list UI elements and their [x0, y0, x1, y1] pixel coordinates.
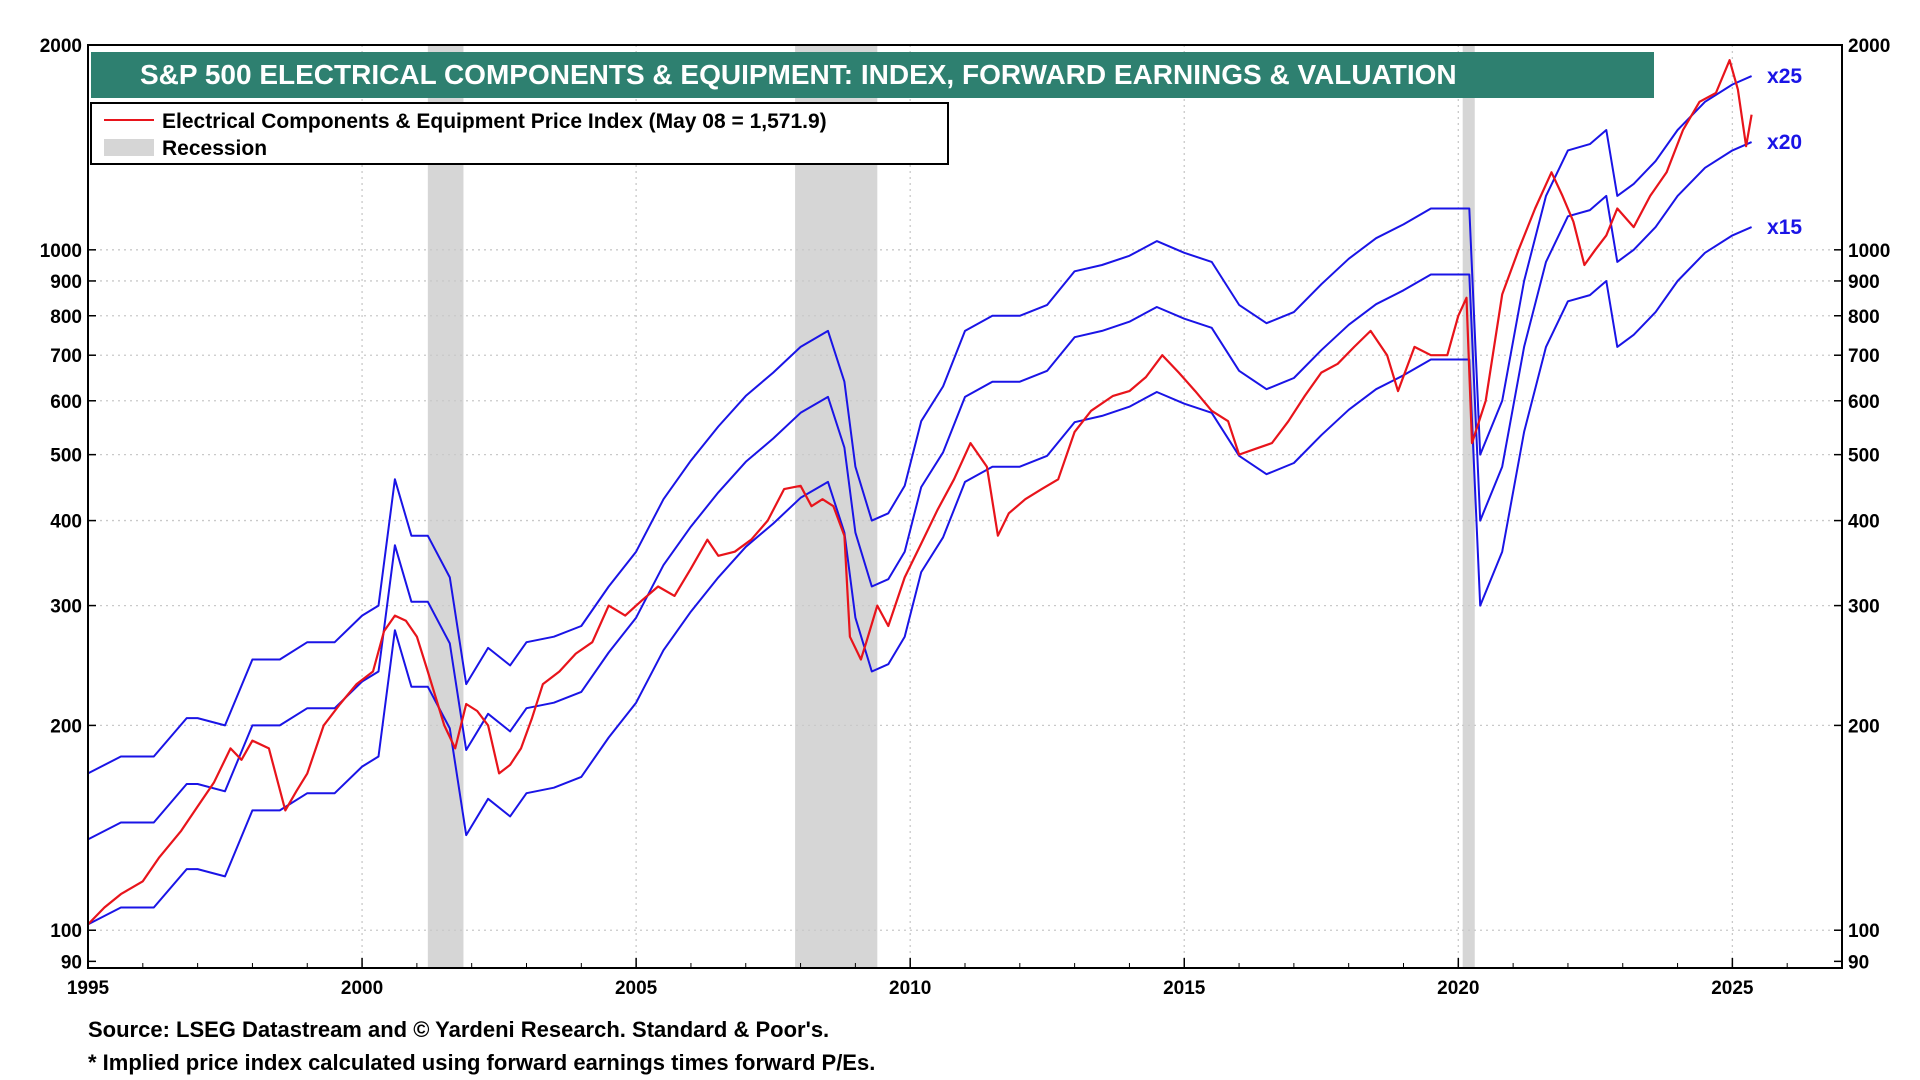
y-tick-label-right: 1000 [1848, 241, 1890, 262]
recession-band [427, 45, 464, 968]
annotation-x15: x15 [1767, 216, 1802, 239]
gridlines [87, 44, 1842, 968]
y-tick-label-right: 800 [1848, 307, 1880, 328]
x-tick-label: 2020 [1437, 978, 1479, 999]
y-tick-label-right: 400 [1848, 512, 1880, 533]
recession-shading [427, 45, 1475, 968]
y-tick-label-left: 500 [50, 446, 82, 467]
annotation-x20: x20 [1767, 131, 1802, 154]
y-tick-label-right: 500 [1848, 446, 1880, 467]
x-tick-label: 2010 [889, 978, 931, 999]
x-tick-label: 2000 [341, 978, 383, 999]
y-tick-label-right: 2000 [1848, 36, 1890, 57]
y-tick-label-left: 800 [50, 307, 82, 328]
chart-title: S&P 500 ELECTRICAL COMPONENTS & EQUIPMEN… [140, 59, 1457, 90]
y-tick-label-right: 600 [1848, 392, 1880, 413]
series-line-x15 [87, 226, 1752, 926]
legend-swatch-recession [104, 139, 154, 156]
x-tick-label: 2025 [1711, 978, 1754, 999]
title-band [91, 52, 1654, 98]
y-tick-label-left: 400 [50, 512, 82, 533]
source-note: Source: LSEG Datastream and © Yardeni Re… [88, 1017, 830, 1042]
y-tick-label-left: 200 [50, 716, 82, 737]
y-tick-label-left: 900 [50, 272, 82, 293]
y-tick-label-left: 1000 [40, 241, 82, 262]
y-tick-label-right: 700 [1848, 346, 1880, 367]
y-tick-label-right: 90 [1848, 952, 1869, 973]
series-line-x25 [87, 75, 1753, 775]
y-tick-label-left: 300 [50, 597, 82, 618]
y-tick-label-left: 90 [61, 952, 82, 973]
y-tick-label-right: 100 [1848, 921, 1880, 942]
legend-label-recession: Recession [162, 137, 267, 160]
y-tick-label-left: 600 [50, 392, 82, 413]
legend-box [90, 102, 949, 165]
x-tick-label: 1995 [67, 978, 110, 999]
y-tick-label-right: 900 [1848, 272, 1880, 293]
chart-canvas: 90 90 100 100 200 200 300 300 400 400 500 500 600 600… [40, 36, 1891, 999]
implied-price-note: * Implied price index calculated using f… [88, 1050, 876, 1075]
series-line-x20 [87, 141, 1752, 841]
y-tick-label-right: 300 [1848, 597, 1880, 618]
series-lines [87, 59, 1753, 926]
recession-band [1462, 45, 1475, 968]
y-tick-label-right: 200 [1848, 716, 1880, 737]
series-line-index [87, 59, 1753, 926]
annotation-x25: x25 [1767, 65, 1802, 88]
x-tick-label: 2015 [1163, 978, 1206, 999]
x-tick-label: 2005 [615, 978, 658, 999]
y-tick-label-left: 100 [50, 921, 82, 942]
legend: Electrical Components & Equipment Price … [90, 102, 949, 165]
legend-label-index: Electrical Components & Equipment Price … [162, 110, 827, 133]
axis-ticks: 90 90 100 100 200 200 300 300 400 400 500 500 600 600… [40, 36, 1891, 999]
y-tick-label-left: 2000 [40, 36, 82, 57]
plot-frame [87, 44, 1843, 969]
y-tick-label-left: 700 [50, 346, 82, 367]
